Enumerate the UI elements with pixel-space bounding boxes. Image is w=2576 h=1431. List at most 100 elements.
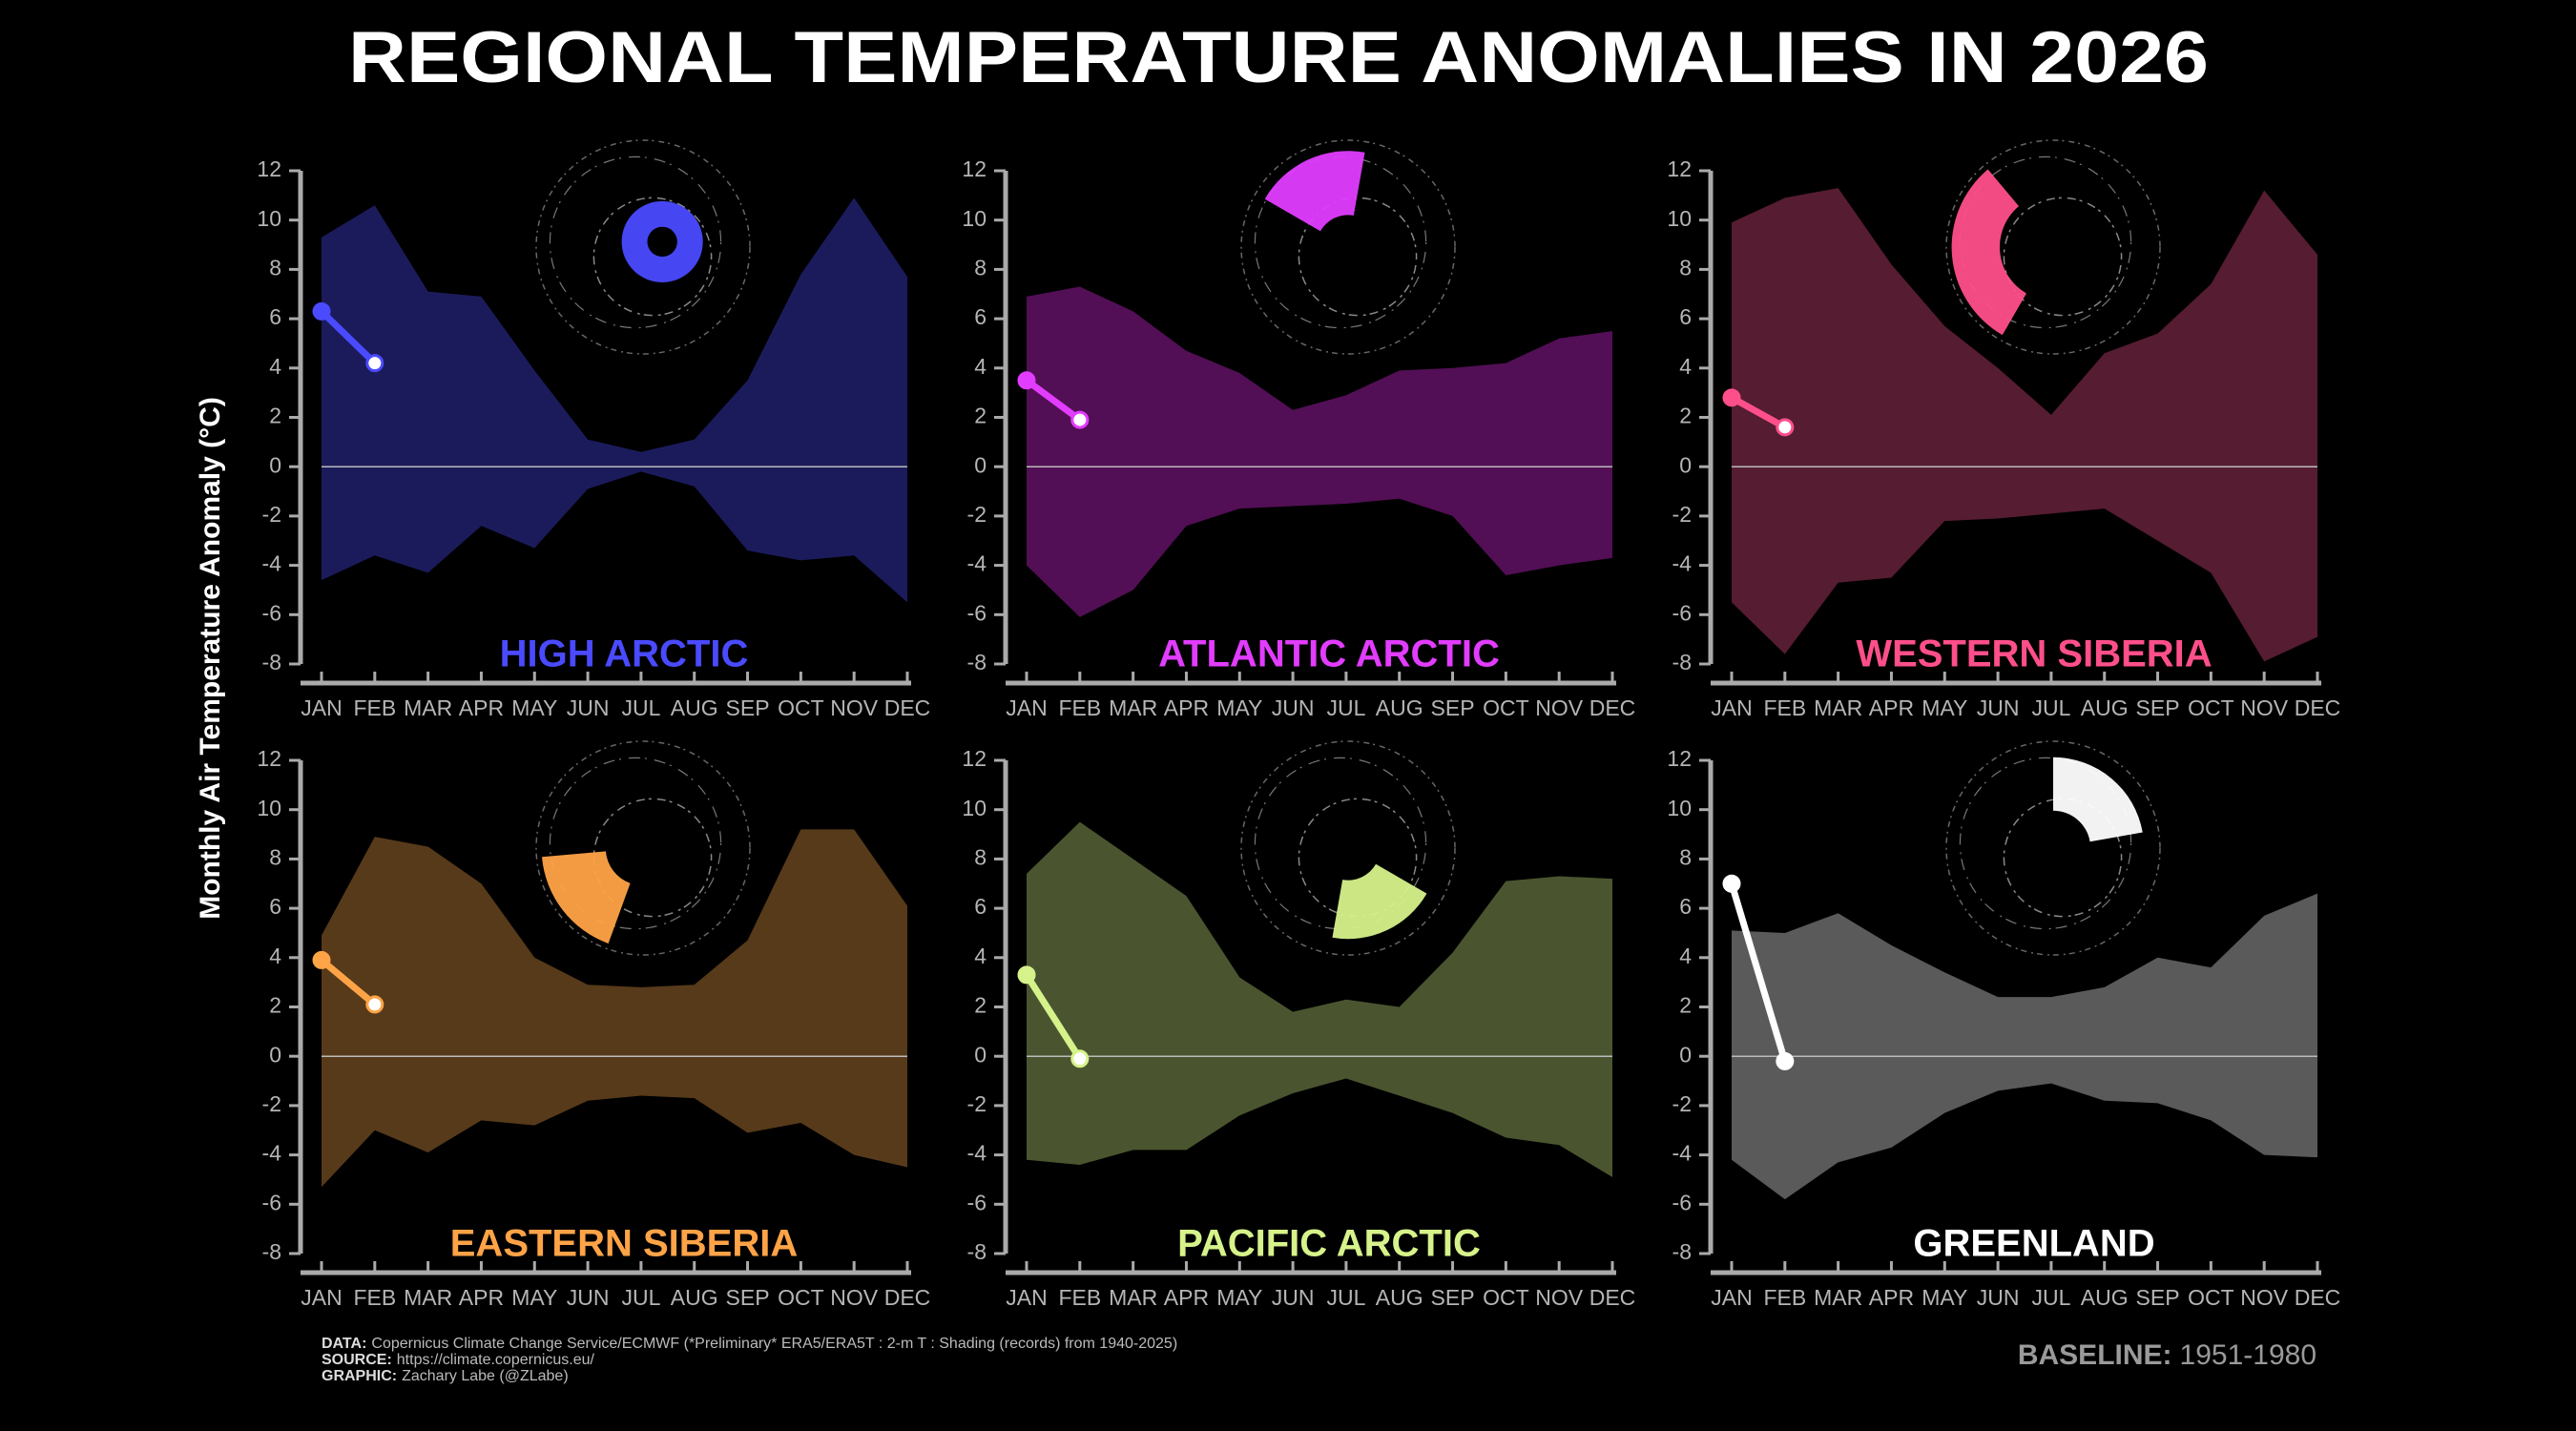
panel-title: ATLANTIC ARCTIC <box>1158 633 1500 675</box>
y-axis-label: Monthly Air Temperature Anomaly (°C) <box>195 397 226 920</box>
footer-line: DATA: Copernicus Climate Change Service/E… <box>322 1336 1177 1352</box>
x-tick-label: SEP <box>1431 1285 1475 1310</box>
y-tick-label: -4 <box>262 551 282 576</box>
map-inset <box>1240 740 1456 956</box>
panel: -8 -6 -4 -2 0 2 4 6 8 10 12 JAN FEB MAR APR MAY JUN JUL AU… <box>1667 139 2340 720</box>
y-tick-label: 12 <box>962 156 987 181</box>
x-tick-label: JUN <box>567 1285 610 1310</box>
anomaly-line <box>1023 377 1084 424</box>
x-tick-label: OCT <box>1483 1285 1529 1310</box>
x-tick-label: MAY <box>1922 1285 1967 1310</box>
x-tick-label: JUN <box>1977 695 2020 720</box>
panel-title: WESTERN SIBERIA <box>1856 633 2212 675</box>
x-tick-label: FEB <box>1058 1285 1101 1310</box>
y-tick-label: 2 <box>1679 404 1692 428</box>
footer-label: GRAPHIC: <box>322 1368 397 1384</box>
x-tick-label: FEB <box>1763 1285 1806 1310</box>
map-coast <box>1298 798 1418 918</box>
y-tick-label: 10 <box>257 206 281 231</box>
x-tick-label: APR <box>459 1285 504 1310</box>
y-tick-label: 10 <box>257 796 281 820</box>
x-tick-label: JAN <box>1006 1285 1047 1310</box>
y-tick-label: -2 <box>1672 502 1692 527</box>
footer-line: SOURCE: https://climate.copernicus.eu/ <box>322 1352 595 1368</box>
x-tick-label: AUG <box>2081 695 2129 720</box>
y-tick-label: 8 <box>1679 255 1692 280</box>
x-tick-label: DEC <box>1589 695 1636 720</box>
x-tick-label: FEB <box>353 1285 396 1310</box>
y-tick-label: -4 <box>967 551 987 576</box>
y-tick-label: 4 <box>974 354 987 379</box>
x-tick-label: MAR <box>404 1285 452 1310</box>
map-coast <box>2003 798 2123 918</box>
x-tick-label: FEB <box>353 695 396 720</box>
x-tick-label: OCT <box>1483 695 1529 720</box>
y-tick-label: -8 <box>1672 650 1692 674</box>
x-tick-label: NOV <box>830 1285 879 1310</box>
y-tick-label: -6 <box>262 600 281 625</box>
x-tick-label: JAN <box>1711 695 1752 720</box>
y-tick-label: -6 <box>1672 600 1692 625</box>
y-tick-label: -8 <box>1672 1239 1692 1264</box>
map-inset <box>535 740 751 956</box>
panel-title: GREENLAND <box>1913 1223 2154 1265</box>
x-tick-label: JAN <box>1006 695 1047 720</box>
x-tick-label: NOV <box>2240 695 2289 720</box>
y-tick-label: 8 <box>269 844 281 869</box>
x-tick-label: DEC <box>1589 1285 1636 1310</box>
y-tick-label: 6 <box>974 894 987 919</box>
record-range-band <box>322 829 907 1188</box>
baseline-note: BASELINE: 1951-1980 <box>2018 1339 2316 1371</box>
y-tick-label: 6 <box>269 304 281 329</box>
x-tick-label: SEP <box>2136 1285 2180 1310</box>
x-tick-label: JUL <box>621 1285 660 1310</box>
y-tick-label: 8 <box>974 255 987 280</box>
anomaly-point <box>312 301 331 321</box>
y-tick-label: 2 <box>269 993 281 1018</box>
y-tick-label: 2 <box>974 993 987 1018</box>
anomaly-point <box>1017 371 1036 390</box>
map-region <box>1332 863 1427 940</box>
footer: DATA: Copernicus Climate Change Service/E… <box>322 1336 1177 1384</box>
anomaly-point <box>1070 1049 1090 1068</box>
y-tick-label: 0 <box>269 452 281 477</box>
x-tick-label: JUL <box>1326 1285 1365 1310</box>
anomaly-point <box>1017 965 1036 985</box>
y-tick-label: 12 <box>962 746 987 771</box>
y-tick-label: -2 <box>262 1091 281 1116</box>
y-tick-label: 10 <box>962 206 987 231</box>
y-tick-label: 0 <box>974 452 987 477</box>
map-region <box>621 200 703 282</box>
x-tick-label: DEC <box>2295 1285 2341 1310</box>
y-tick-label: 6 <box>1679 304 1692 329</box>
x-tick-label: APR <box>1869 1285 1914 1310</box>
y-tick-label: 6 <box>269 894 281 919</box>
x-tick-label: SEP <box>726 695 770 720</box>
y-tick-label: 8 <box>974 844 987 869</box>
y-tick-label: -6 <box>1672 1190 1692 1214</box>
record-range-band <box>1027 821 1612 1177</box>
map-coast <box>1959 757 2132 930</box>
panel: -8 -6 -4 -2 0 2 4 6 8 10 12 JAN FEB MAR APR MAY JUN JUL AU… <box>1667 740 2341 1310</box>
y-tick-label: 0 <box>1679 1042 1692 1067</box>
y-tick-label: 2 <box>269 404 281 428</box>
anomaly-line <box>318 307 379 367</box>
x-tick-label: DEC <box>884 695 931 720</box>
x-tick-label: APR <box>1164 1285 1209 1310</box>
anomaly-point <box>1722 874 1741 893</box>
panel-title: PACIFIC ARCTIC <box>1177 1223 1481 1265</box>
map-coast <box>1298 197 1418 317</box>
panel: -8 -6 -4 -2 0 2 4 6 8 10 12 JAN FEB MAR APR MAY JUN JUL AU… <box>962 139 1636 720</box>
y-tick-label: -8 <box>967 650 987 674</box>
y-tick-label: 12 <box>1667 746 1692 771</box>
footer-label: DATA: <box>322 1336 366 1352</box>
map-region <box>542 851 631 944</box>
x-tick-label: NOV <box>830 695 879 720</box>
x-tick-label: MAR <box>1109 1285 1157 1310</box>
y-tick-label: 6 <box>1679 894 1692 919</box>
y-tick-label: 6 <box>974 304 987 329</box>
record-range-band <box>322 197 907 603</box>
x-tick-label: JAN <box>301 695 342 720</box>
y-tick-label: -6 <box>262 1190 281 1214</box>
